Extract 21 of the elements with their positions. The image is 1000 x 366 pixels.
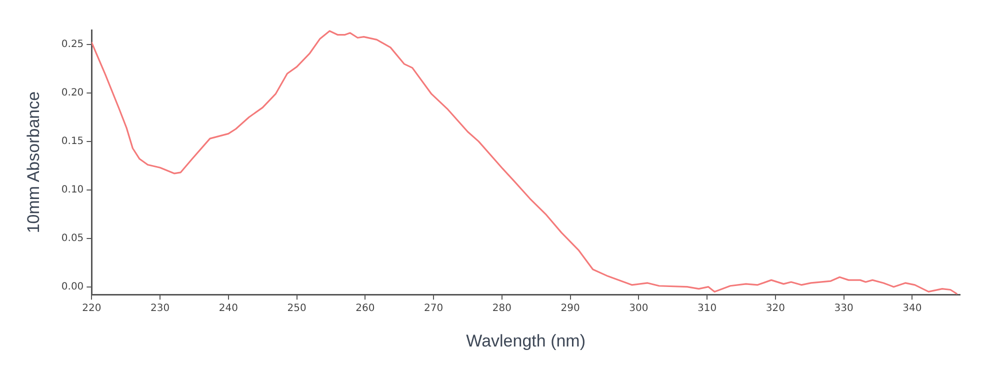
x-tick-label: 340 xyxy=(902,303,922,314)
x-tick-label: 330 xyxy=(834,303,854,314)
x-tick-label: 220 xyxy=(82,303,102,314)
x-tick-label: 230 xyxy=(150,303,170,314)
y-tick-label: 0.00 xyxy=(61,281,84,292)
x-axis-title: Wavlength (nm) xyxy=(466,331,586,350)
y-tick-label: 0.15 xyxy=(61,136,84,148)
x-tick-label: 280 xyxy=(492,303,512,314)
x-tick-label: 310 xyxy=(697,303,717,314)
y-tick-label: 0.25 xyxy=(61,39,84,50)
y-tick-label: 0.05 xyxy=(61,232,84,244)
x-tick-label: 270 xyxy=(424,303,444,314)
y-tick-label: 0.10 xyxy=(61,184,84,196)
x-tick-label: 240 xyxy=(218,303,238,314)
y-tick-label: 0.20 xyxy=(61,88,84,99)
x-tick-label: 320 xyxy=(766,303,785,314)
x-tick-label: 250 xyxy=(287,303,306,314)
y-axis-title: 10mm Absorbance xyxy=(24,91,43,234)
x-tick-label: 290 xyxy=(560,303,580,314)
x-tick-label: 300 xyxy=(629,303,648,314)
x-tick-label: 260 xyxy=(356,303,375,314)
